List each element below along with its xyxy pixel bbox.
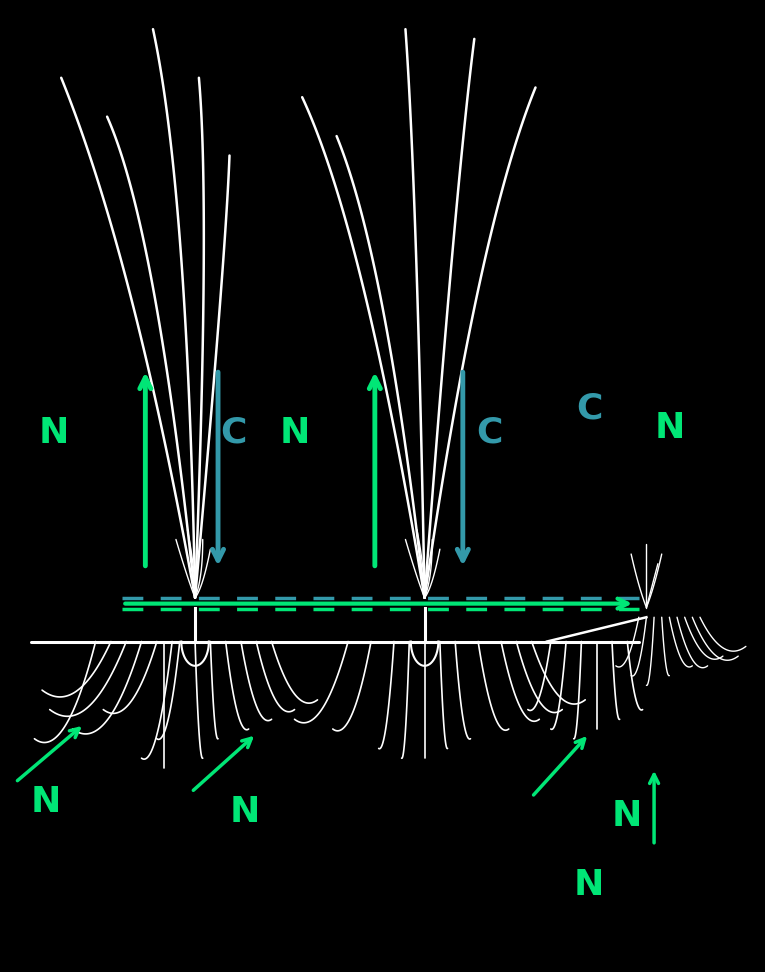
Text: C: C [220,416,246,449]
Text: N: N [654,411,685,444]
Text: C: C [477,416,503,449]
Text: N: N [279,416,310,449]
Text: N: N [31,785,61,818]
Text: N: N [38,416,69,449]
Text: C: C [576,392,602,425]
Text: N: N [574,868,604,901]
Text: N: N [612,800,643,833]
Text: N: N [230,795,260,828]
